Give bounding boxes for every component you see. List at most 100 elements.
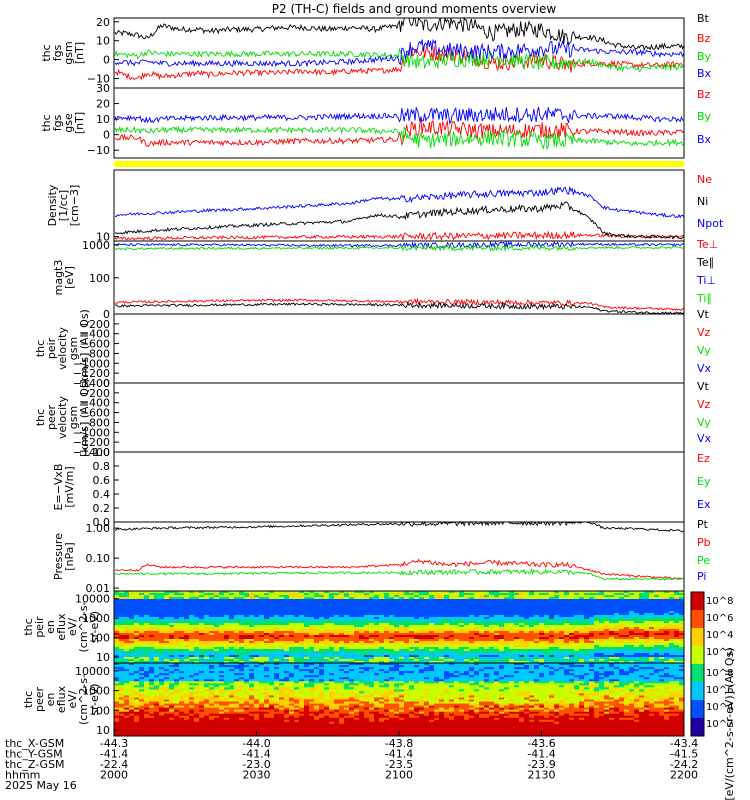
spectrogram-cell xyxy=(464,639,470,642)
spectrogram-cell xyxy=(279,593,285,596)
spectrogram-cell xyxy=(284,651,290,654)
spectrogram-cell xyxy=(559,625,565,628)
spectrogram-cell xyxy=(584,607,590,610)
spectrogram-cell xyxy=(439,677,445,680)
spectrogram-cell xyxy=(499,657,505,660)
spectrogram-cell xyxy=(344,631,350,634)
spectrogram-cell xyxy=(354,635,360,638)
spectrogram-cell xyxy=(154,611,160,614)
spectrogram-cell xyxy=(304,599,310,602)
spectrogram-cell xyxy=(134,625,140,628)
spectrogram-cell xyxy=(324,633,330,636)
spectrogram-cell xyxy=(549,625,555,628)
spectrogram-cell xyxy=(564,677,570,680)
spectrogram-cell xyxy=(614,655,620,658)
spectrogram-cell xyxy=(254,645,260,648)
spectrogram-cell xyxy=(464,611,470,614)
spectrogram-cell xyxy=(529,597,535,600)
spectrogram-cell xyxy=(274,663,280,666)
spectrogram-cell xyxy=(169,633,175,636)
spectrogram-cell xyxy=(529,617,535,620)
spectrogram-cell xyxy=(324,613,330,616)
spectrogram-cell xyxy=(354,601,360,604)
spectrogram-cell xyxy=(189,639,195,642)
spectrogram-cell xyxy=(469,647,475,650)
spectrogram-cell xyxy=(244,673,250,676)
spectrogram-cell xyxy=(214,593,220,596)
spectrogram-cell xyxy=(539,633,545,636)
spectrogram-cell xyxy=(249,591,255,594)
spectrogram-cell xyxy=(139,593,145,596)
spectrogram-cell xyxy=(144,651,150,654)
spectrogram-cell xyxy=(129,627,135,630)
spectrogram-cell xyxy=(424,613,430,616)
spectrogram-cell xyxy=(349,623,355,626)
spectrogram-cell xyxy=(269,595,275,598)
spectrogram-cell xyxy=(459,617,465,620)
spectrogram-cell xyxy=(169,645,175,648)
spectrogram-cell xyxy=(674,615,680,618)
spectrogram-cell xyxy=(554,607,560,610)
spectrogram-cell xyxy=(404,597,410,600)
spectrogram-cell xyxy=(654,653,660,656)
spectrogram-cell xyxy=(434,633,440,636)
spectrogram-cell xyxy=(339,625,345,628)
spectrogram-cell xyxy=(164,607,170,610)
spectrogram-cell xyxy=(334,623,340,626)
spectrogram-cell xyxy=(224,631,230,634)
spectrogram-cell xyxy=(379,677,385,680)
spectrogram-cell xyxy=(464,651,470,654)
spectrogram-cell xyxy=(384,653,390,656)
spectrogram-cell xyxy=(549,655,555,658)
spectrogram-cell xyxy=(344,597,350,600)
spectrogram-cell xyxy=(309,633,315,636)
spectrogram-cell xyxy=(629,613,635,616)
spectrogram-cell xyxy=(329,623,335,626)
spectrogram-cell xyxy=(199,615,205,618)
spectrogram-cell xyxy=(544,601,550,604)
spectrogram-cell xyxy=(334,667,340,670)
spectrogram-cell xyxy=(459,599,465,602)
spectrogram-cell xyxy=(179,623,185,626)
spectrogram-cell xyxy=(539,623,545,626)
spectrogram-cell xyxy=(344,667,350,670)
spectrogram-cell xyxy=(464,617,470,620)
spectrogram-cell xyxy=(624,657,630,660)
spectrogram-cell xyxy=(394,627,400,630)
spectrogram-cell xyxy=(164,657,170,660)
spectrogram-cell xyxy=(564,639,570,642)
spectrogram-cell xyxy=(209,631,215,634)
spectrogram-cell xyxy=(309,597,315,600)
spectrogram-cell xyxy=(459,655,465,658)
spectrogram-cell xyxy=(429,667,435,670)
spectrogram-cell xyxy=(514,669,520,672)
spectrogram-cell xyxy=(334,625,340,628)
spectrogram-cell xyxy=(644,665,650,668)
spectrogram-cell xyxy=(584,639,590,642)
spectrogram-cell xyxy=(489,643,495,646)
spectrogram-cell xyxy=(379,659,385,662)
spectrogram-cell xyxy=(149,599,155,602)
spectrogram-cell xyxy=(219,653,225,656)
spectrogram-cell xyxy=(519,605,525,608)
spectrogram-cell xyxy=(239,641,245,644)
spectrogram-cell xyxy=(364,677,370,680)
spectrogram-cell xyxy=(574,657,580,660)
spectrogram-cell xyxy=(669,619,675,622)
spectrogram-cell xyxy=(459,675,465,678)
spectrogram-cell xyxy=(254,635,260,638)
spectrogram-cell xyxy=(559,671,565,674)
spectrogram-cell xyxy=(609,665,615,668)
spectrogram-cell xyxy=(454,621,460,624)
spectrogram-cell xyxy=(499,645,505,648)
spectrogram-cell xyxy=(209,607,215,610)
spectrogram-cell xyxy=(234,655,240,658)
spectrogram-cell xyxy=(559,605,565,608)
spectrogram-cell xyxy=(669,647,675,650)
spectrogram-cell xyxy=(674,671,680,674)
spectrogram-cell xyxy=(334,635,340,638)
spectrogram-cell xyxy=(569,605,575,608)
spectrogram-cell xyxy=(654,667,660,670)
spectrogram-cell xyxy=(524,641,530,644)
spectrogram-cell xyxy=(479,619,485,622)
